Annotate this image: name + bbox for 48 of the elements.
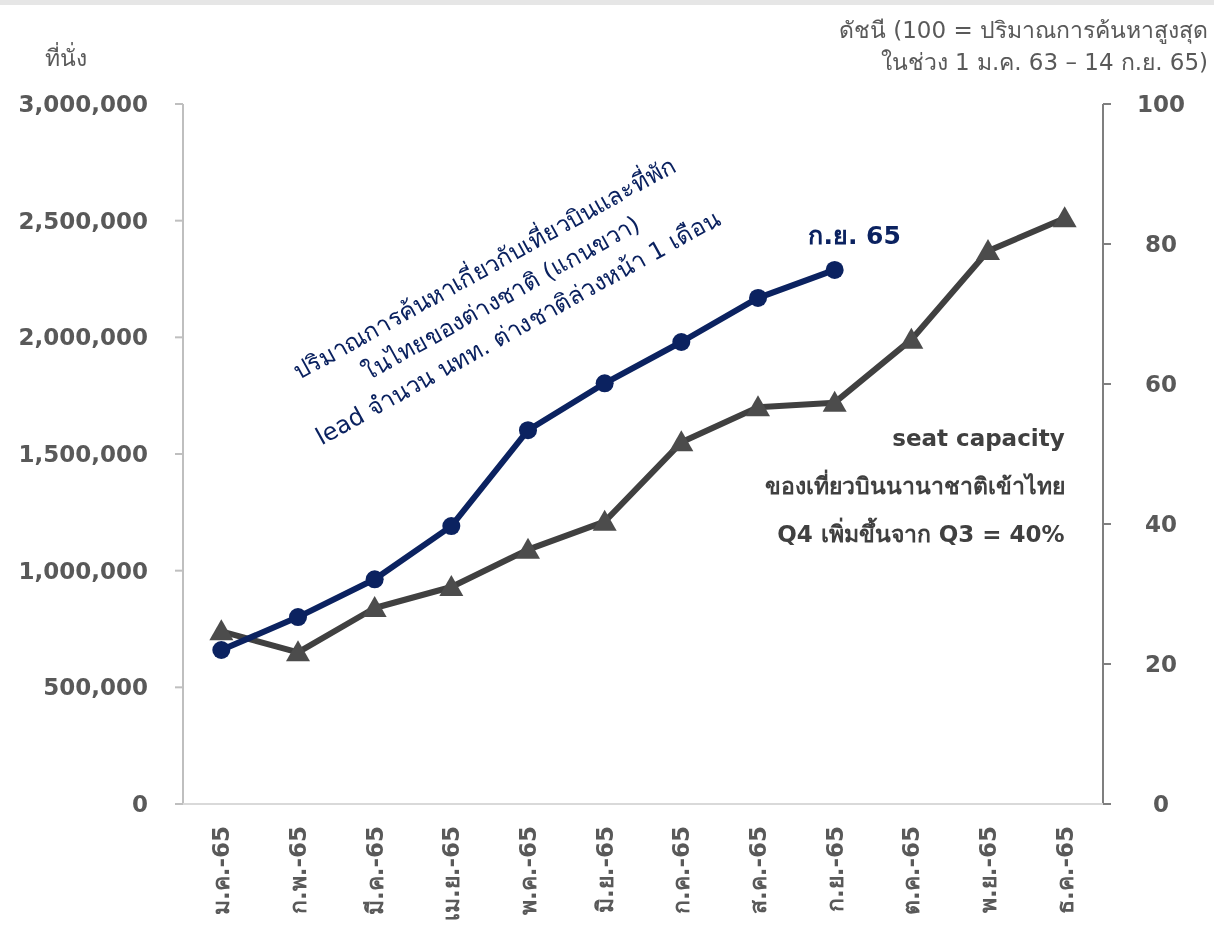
y-tick-label: 1,000,000 bbox=[18, 557, 148, 584]
annotation: ก.ย. 65 bbox=[808, 220, 901, 250]
point bbox=[825, 260, 844, 279]
x-tick-label: มี.ค.-65 bbox=[361, 826, 388, 916]
point bbox=[442, 517, 461, 536]
point bbox=[362, 596, 387, 617]
x-tick-label: ก.ค.-65 bbox=[668, 826, 695, 915]
y-tick-label: 2,500,000 bbox=[18, 207, 148, 234]
point bbox=[439, 575, 464, 596]
x-tick-label: พ.ย.-65 bbox=[975, 826, 1002, 914]
point bbox=[519, 421, 537, 440]
x-tick-label: ก.ย.-65 bbox=[821, 826, 848, 913]
x-tick-label: ม.ค.-65 bbox=[208, 826, 235, 916]
point bbox=[749, 288, 767, 307]
point bbox=[365, 570, 384, 589]
x-tick-label: ก.พ.-65 bbox=[285, 826, 312, 915]
y2-tick-label: 80 bbox=[1144, 231, 1178, 258]
point bbox=[1052, 206, 1077, 228]
y2-tick-label: 100 bbox=[1136, 91, 1186, 118]
y2-tick-label: 20 bbox=[1144, 651, 1178, 678]
point bbox=[592, 509, 617, 531]
y-tick-label: 2,000,000 bbox=[18, 324, 148, 351]
y2-tick-label: 60 bbox=[1144, 371, 1178, 398]
point bbox=[746, 395, 770, 417]
y-tick-label: 3,000,000 bbox=[18, 91, 148, 118]
x-tick-label: พ.ค.-65 bbox=[515, 826, 542, 916]
annotation: seat capacity ของเที่ยวบินนานาชาติเข้าไทย Q4 เพิ่มขึ้นจาก Q3 = 40% bbox=[764, 425, 1065, 547]
x-tick-label: ส.ค.-65 bbox=[745, 826, 772, 915]
point bbox=[286, 640, 310, 662]
y-tick-label: 1,500,000 bbox=[18, 441, 148, 468]
point bbox=[209, 619, 234, 641]
y-tick-label: 0 bbox=[131, 791, 148, 818]
point bbox=[899, 327, 924, 349]
x-tick-label: มิ.ย.-65 bbox=[591, 826, 618, 914]
point bbox=[289, 608, 307, 627]
x-tick-label: เม.ย.-65 bbox=[438, 826, 465, 922]
point bbox=[212, 641, 231, 659]
y-axis-title: ที่นั่ง bbox=[45, 42, 87, 71]
x-tick-label: ธ.ค.-65 bbox=[1051, 826, 1078, 915]
y2-tick-label: 0 bbox=[1152, 791, 1170, 818]
x-tick-label: ต.ค.-65 bbox=[898, 826, 925, 916]
point bbox=[822, 390, 847, 412]
point bbox=[669, 430, 694, 452]
point bbox=[976, 239, 1000, 260]
point bbox=[516, 537, 540, 559]
y2-axis-title: ดัชนี (100 = ปริมาณการค้นหาสูงสุด ในช่วง 1 ม.ค. 63 – 14 ก.ย. 65) bbox=[838, 17, 1208, 75]
y2-tick-label: 40 bbox=[1144, 511, 1178, 538]
y-tick-label: 500,000 bbox=[43, 674, 148, 701]
